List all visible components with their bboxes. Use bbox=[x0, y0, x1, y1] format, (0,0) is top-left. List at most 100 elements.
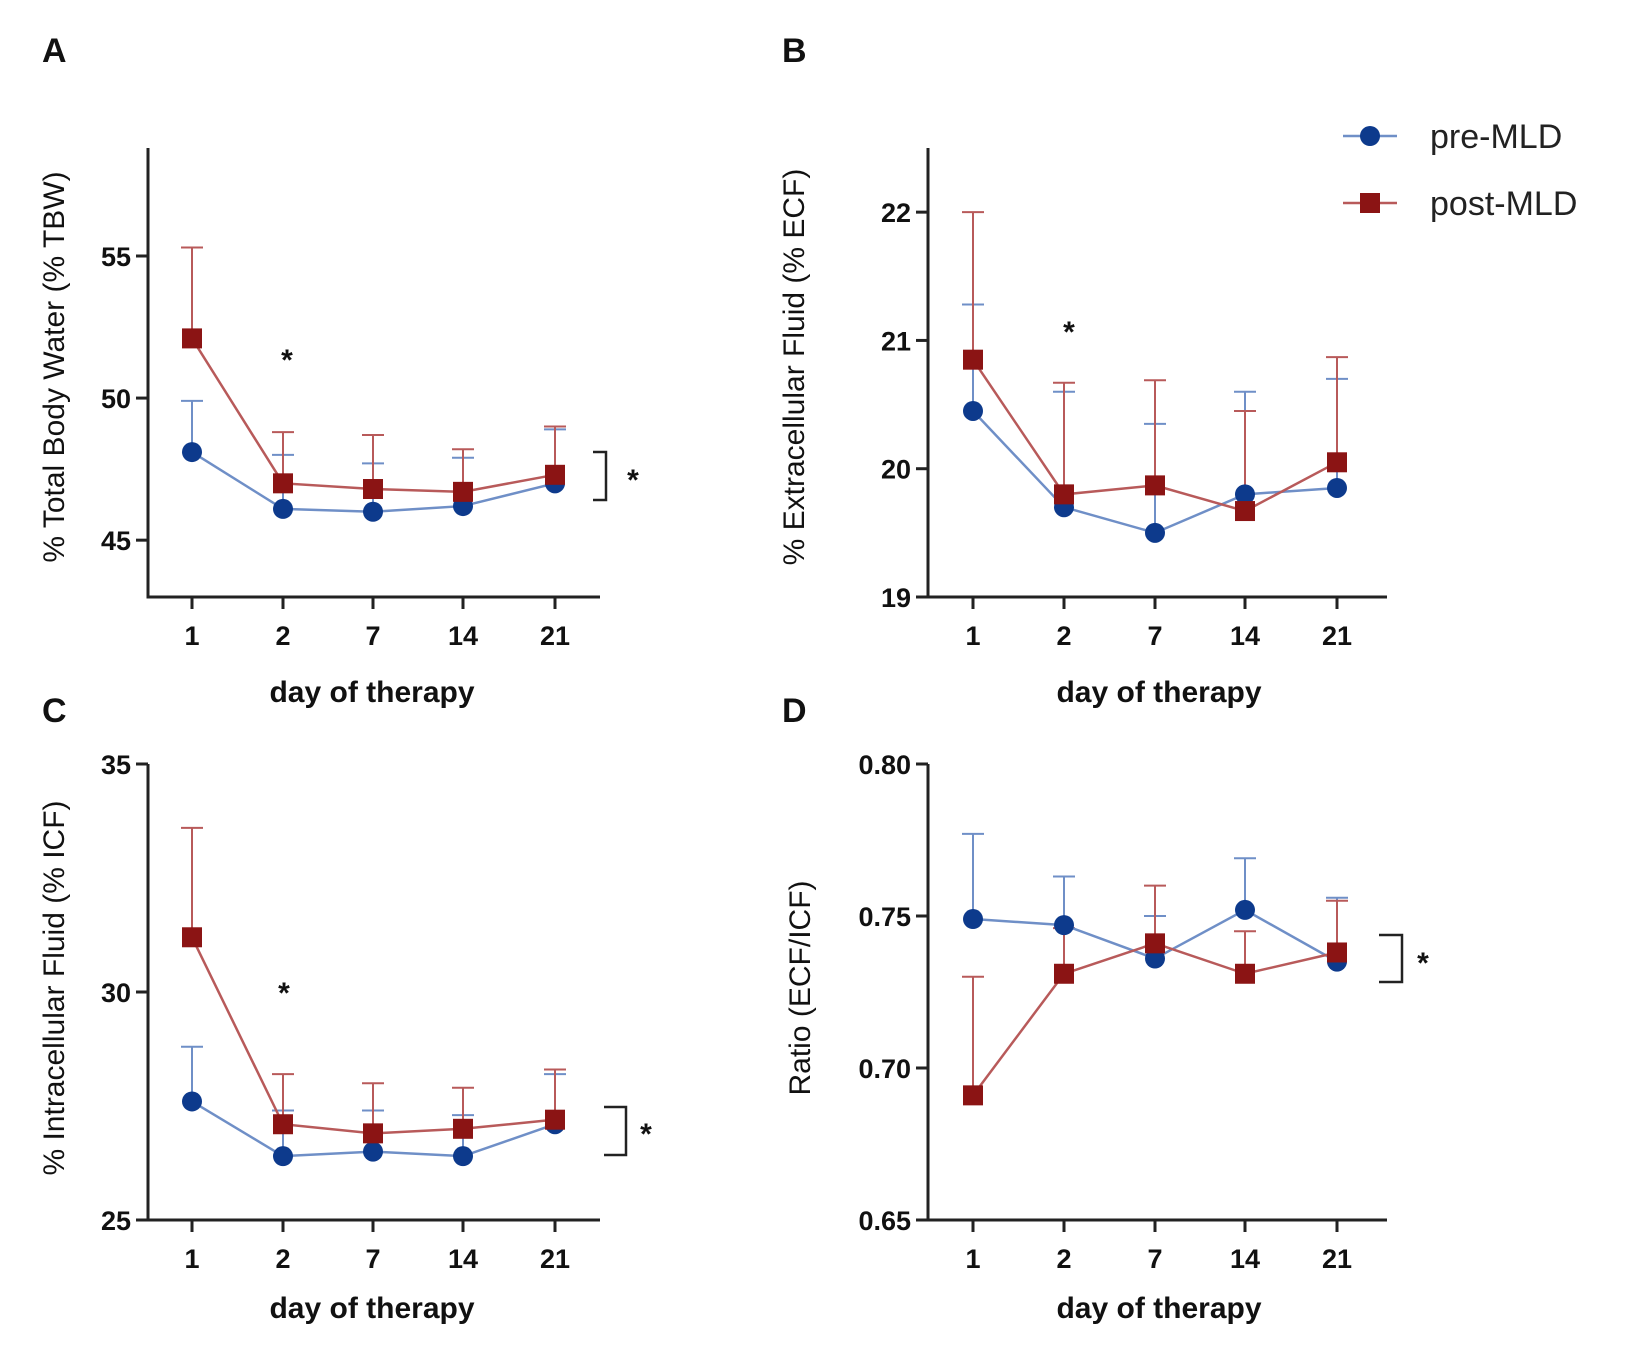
legend-pre-marker bbox=[1360, 126, 1380, 146]
y-tick-label-c: 35 bbox=[101, 750, 131, 780]
post-point-b bbox=[1235, 501, 1255, 522]
pre-point-d bbox=[1235, 899, 1255, 920]
x-tick-label-c: 14 bbox=[448, 1244, 478, 1274]
x-tick-label-d: 14 bbox=[1230, 1244, 1260, 1274]
post-point-a bbox=[182, 328, 202, 349]
post-point-a bbox=[545, 464, 565, 485]
panel-d: D Ratio (ECF/ICF) day of therapy * 0.65 0… bbox=[782, 692, 1429, 1325]
post-point-c bbox=[363, 1123, 383, 1144]
post-point-c bbox=[453, 1118, 473, 1139]
pre-point-d bbox=[1054, 915, 1074, 936]
y-tick-label-b: 19 bbox=[881, 583, 911, 613]
panel-letter-b: B bbox=[782, 32, 807, 70]
pre-point-d bbox=[1145, 948, 1165, 969]
x-axis-title-d: day of therapy bbox=[1056, 1292, 1261, 1325]
x-tick-label-c: 7 bbox=[365, 1244, 380, 1274]
y-tick-label-c: 30 bbox=[101, 978, 131, 1008]
post-point-d bbox=[1327, 942, 1347, 963]
pre-point-a bbox=[182, 442, 202, 463]
x-tick-label-b: 21 bbox=[1322, 621, 1352, 651]
post-point-b bbox=[1145, 475, 1165, 496]
x-tick-label-c: 1 bbox=[184, 1244, 199, 1274]
y-tick-label-b: 21 bbox=[881, 326, 911, 356]
post-point-a bbox=[453, 481, 473, 502]
post-point-a bbox=[273, 473, 293, 494]
post-point-d bbox=[1054, 963, 1074, 984]
post-point-d bbox=[1145, 933, 1165, 954]
pre-point-c bbox=[273, 1146, 293, 1167]
pre-point-b bbox=[1327, 477, 1347, 498]
pre-point-b bbox=[1145, 522, 1165, 543]
x-tick-label-a: 7 bbox=[365, 621, 380, 651]
x-tick-label-a: 1 bbox=[184, 621, 199, 651]
significance-bracket-c bbox=[604, 1105, 628, 1157]
post-point-c bbox=[273, 1114, 293, 1135]
pre-point-a bbox=[273, 498, 293, 519]
post-point-d bbox=[1235, 963, 1255, 984]
x-tick-label-d: 7 bbox=[1147, 1244, 1162, 1274]
x-tick-label-b: 1 bbox=[965, 621, 980, 651]
pre-point-a bbox=[363, 501, 383, 522]
y-tick-label-d: 0.70 bbox=[858, 1054, 911, 1084]
significance-bracket-a bbox=[593, 450, 608, 502]
significance-star-c: * bbox=[278, 977, 290, 1010]
legend: pre-MLD post-MLD bbox=[1343, 118, 1577, 223]
x-axis-title-c: day of therapy bbox=[269, 1292, 474, 1325]
panel-letter-d: D bbox=[782, 692, 807, 730]
panel-c: C % Intracellular Fluid (% ICF) day of t… bbox=[38, 692, 652, 1325]
panel-letter-c: C bbox=[42, 692, 67, 730]
y-tick-label-b: 20 bbox=[881, 455, 911, 485]
post-point-c bbox=[545, 1109, 565, 1130]
x-tick-label-b: 2 bbox=[1056, 621, 1071, 651]
bracket-star-a: * bbox=[627, 464, 639, 497]
post-point-b bbox=[963, 349, 983, 370]
post-point-b bbox=[1327, 452, 1347, 473]
y-axis-title-d: Ratio (ECF/ICF) bbox=[784, 880, 817, 1095]
pre-point-d bbox=[963, 909, 983, 930]
x-tick-label-c: 2 bbox=[275, 1244, 290, 1274]
y-tick-label-b: 22 bbox=[881, 198, 911, 228]
y-tick-label-d: 0.65 bbox=[858, 1206, 911, 1236]
panel-letter-a: A bbox=[42, 32, 67, 70]
x-tick-label-a: 2 bbox=[275, 621, 290, 651]
legend-post-marker bbox=[1360, 193, 1380, 213]
post-point-d bbox=[963, 1085, 983, 1106]
y-tick-label-d: 0.75 bbox=[858, 902, 911, 932]
panel-b: B % Extracellular Fluid (% ECF) day of t… bbox=[778, 32, 1387, 709]
significance-star-b: * bbox=[1063, 316, 1075, 349]
panel-a: A % Total Body Water (% TBW) day of ther… bbox=[38, 32, 639, 709]
bracket-star-d: * bbox=[1417, 947, 1429, 980]
y-tick-label-c: 25 bbox=[101, 1206, 131, 1236]
pre-point-b bbox=[963, 400, 983, 421]
x-tick-label-d: 1 bbox=[965, 1244, 980, 1274]
x-tick-label-a: 14 bbox=[448, 621, 478, 651]
y-tick-label-a: 50 bbox=[101, 384, 131, 414]
legend-pre-label: pre-MLD bbox=[1430, 118, 1562, 156]
post-point-b bbox=[1054, 484, 1074, 505]
y-tick-label-a: 55 bbox=[101, 242, 131, 272]
y-tick-label-d: 0.80 bbox=[858, 750, 911, 780]
x-tick-label-b: 7 bbox=[1147, 621, 1162, 651]
x-tick-label-d: 21 bbox=[1322, 1244, 1352, 1274]
pre-point-b bbox=[1235, 484, 1255, 505]
significance-star-a: * bbox=[281, 344, 293, 377]
x-tick-label-b: 14 bbox=[1230, 621, 1260, 651]
pre-point-c bbox=[363, 1141, 383, 1162]
bracket-star-c: * bbox=[640, 1118, 652, 1151]
x-axis-title-b: day of therapy bbox=[1056, 676, 1261, 709]
y-axis-title-b: % Extracellular Fluid (% ECF) bbox=[778, 169, 811, 566]
legend-post-label: post-MLD bbox=[1430, 185, 1577, 223]
x-tick-label-a: 21 bbox=[540, 621, 570, 651]
pre-point-c bbox=[453, 1146, 473, 1167]
x-tick-label-c: 21 bbox=[540, 1244, 570, 1274]
post-point-c bbox=[182, 927, 202, 948]
x-axis-title-a: day of therapy bbox=[269, 676, 474, 709]
y-axis-title-a: % Total Body Water (% TBW) bbox=[38, 171, 71, 562]
y-axis-title-c: % Intracellular Fluid (% ICF) bbox=[38, 800, 71, 1175]
post-point-a bbox=[363, 479, 383, 500]
pre-point-c bbox=[182, 1091, 202, 1112]
y-tick-label-a: 45 bbox=[101, 526, 131, 556]
significance-bracket-d bbox=[1379, 933, 1404, 984]
x-tick-label-d: 2 bbox=[1056, 1244, 1071, 1274]
